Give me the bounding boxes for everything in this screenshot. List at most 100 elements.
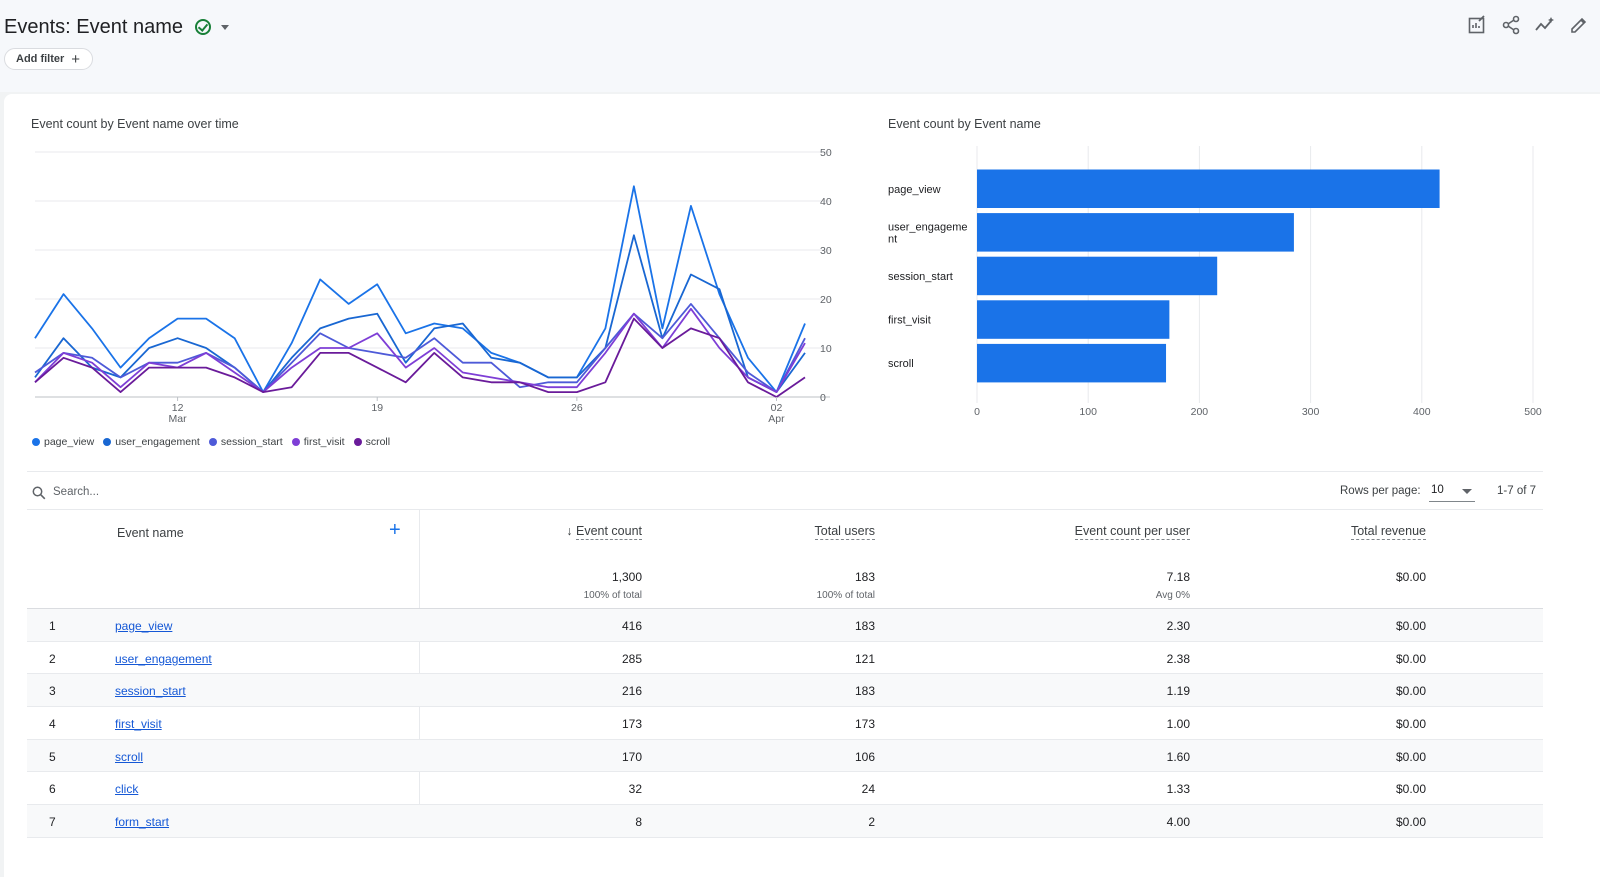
- column-header-total-revenue[interactable]: Total revenue: [1267, 524, 1426, 540]
- total-users-cell: 24: [861, 782, 875, 797]
- check-circle-icon: [194, 19, 211, 35]
- x-tick-label: 200: [1191, 406, 1209, 418]
- customize-report-icon[interactable]: [1466, 14, 1488, 36]
- chevron-down-icon: [220, 24, 229, 30]
- total-per-user: 7.18: [1166, 570, 1190, 584]
- table-row: 3 session_start 216 183 1.19 $0.00: [27, 674, 1543, 708]
- column-header-revenue-label: Total revenue: [1350, 524, 1426, 540]
- y-tick-label: 10: [820, 343, 832, 355]
- legend-dot: [32, 438, 40, 446]
- event-count-cell: 173: [621, 717, 642, 732]
- chevron-down-icon: [1462, 489, 1472, 494]
- legend-label: session_start: [220, 436, 283, 448]
- bar-session-start: [977, 256, 1218, 296]
- column-header-total-users[interactable]: Total users: [747, 524, 875, 540]
- event-name-link[interactable]: click: [115, 782, 139, 797]
- revenue-cell: $0.00: [1395, 782, 1426, 797]
- rows-per-page-value: 10: [1431, 484, 1444, 496]
- category-label: scroll: [888, 358, 914, 370]
- add-column-icon[interactable]: +: [389, 519, 401, 541]
- bar-chart: 0 100 200 300 400 500 page_view user_engagement…: [888, 146, 1542, 418]
- legend-item[interactable]: scroll: [353, 436, 391, 448]
- series-line-first-visit: [34, 307, 806, 394]
- event-name-link[interactable]: user_engagement: [115, 651, 212, 666]
- event-name-link[interactable]: session_start: [115, 684, 186, 699]
- per-user-cell: 2.38: [1166, 651, 1190, 666]
- category-label: first_visit: [888, 315, 931, 327]
- search-icon: [32, 486, 46, 500]
- total-event-count: 1,300: [611, 570, 642, 584]
- event-count-cell: 32: [628, 782, 642, 797]
- table-body: 1 page_view 416 183 2.30 $0.00 2 user_en…: [27, 609, 1543, 838]
- x-tick-label-month: Apr: [768, 413, 785, 425]
- x-tick-label: 300: [1302, 406, 1320, 418]
- x-tick-label-month: Mar: [169, 413, 188, 425]
- event-name-link[interactable]: scroll: [115, 749, 144, 764]
- per-user-cell: 1.33: [1166, 782, 1190, 797]
- y-tick-label: 50: [820, 147, 832, 159]
- title-row: Events: Event name: [4, 14, 241, 40]
- legend-label: page_view: [44, 436, 95, 448]
- table-toolbar: Rows per page: 10 1-7 of 7: [27, 471, 1543, 509]
- per-user-cell: 1.60: [1166, 749, 1190, 764]
- row-rank: 2: [49, 651, 56, 666]
- total-users-cell: 183: [854, 684, 875, 699]
- add-filter-label: Add filter: [16, 53, 65, 65]
- total-users-cell: 2: [868, 815, 875, 830]
- sort-descending-icon: ↓: [566, 524, 573, 538]
- column-header-total-users-label: Total users: [814, 524, 875, 540]
- total-event-count-sub: 100% of total: [583, 590, 642, 601]
- revenue-cell: $0.00: [1395, 684, 1426, 699]
- row-rank: 7: [49, 815, 56, 830]
- column-header-event-name[interactable]: Event name: [117, 526, 184, 540]
- row-rank: 3: [49, 684, 56, 699]
- column-header-event-count[interactable]: ↓ Event count: [527, 524, 642, 540]
- series-line-scroll: [34, 317, 806, 398]
- column-header-event-count-per-user[interactable]: Event count per user: [987, 524, 1190, 540]
- share-icon[interactable]: [1500, 14, 1522, 36]
- table-row: 7 form_start 8 2 4.00 $0.00: [27, 805, 1543, 838]
- bar-user-engagement: [977, 213, 1294, 252]
- total-users-cell: 106: [854, 749, 875, 764]
- x-tick-label: 100: [1079, 406, 1097, 418]
- category-label: user_engageme: [888, 221, 968, 233]
- legend-dot: [353, 438, 362, 446]
- search-input[interactable]: [53, 483, 353, 501]
- event-count-cell: 170: [621, 749, 642, 764]
- table-row: 5 scroll 170 106 1.60 $0.00: [27, 739, 1543, 773]
- category-label: nt: [888, 233, 897, 245]
- line-chart-title: Event count by Event name over time: [31, 117, 239, 131]
- event-count-cell: 416: [621, 619, 642, 633]
- legend-label: scroll: [365, 436, 391, 448]
- legend-item[interactable]: page_view: [32, 436, 94, 448]
- rows-per-page-select[interactable]: 10: [1429, 481, 1475, 502]
- bar-first-visit: [977, 300, 1170, 339]
- x-tick-label: 500: [1524, 406, 1542, 418]
- event-name-link[interactable]: form_start: [115, 815, 170, 830]
- total-users-cell: 173: [854, 717, 875, 732]
- legend-item[interactable]: first_visit: [291, 436, 345, 448]
- x-tick-label: 02: [771, 402, 783, 414]
- table-row: 6 click 32 24 1.33 $0.00: [27, 772, 1543, 806]
- report-header: Events: Event name Add filter +: [0, 0, 1600, 92]
- per-user-cell: 1.00: [1166, 717, 1190, 732]
- event-name-link[interactable]: page_view: [115, 619, 173, 633]
- add-filter-button[interactable]: Add filter +: [4, 48, 94, 70]
- total-users-cell: 183: [854, 619, 875, 633]
- report-status-dropdown[interactable]: [189, 14, 241, 40]
- legend-dot: [291, 438, 300, 446]
- legend-item[interactable]: session_start: [208, 436, 283, 448]
- events-table: Event name + ↓ Event count Total users E…: [27, 509, 1543, 838]
- y-tick-label: 0: [820, 392, 826, 404]
- insights-icon[interactable]: [1534, 14, 1556, 36]
- report-actions: [1466, 14, 1590, 36]
- bar-scroll: [977, 343, 1167, 383]
- edit-icon[interactable]: [1568, 14, 1590, 36]
- event-count-cell: 8: [635, 815, 642, 830]
- legend-item[interactable]: user_engagement: [103, 436, 200, 448]
- event-name-link[interactable]: first_visit: [115, 717, 162, 732]
- x-tick-label: 0: [974, 406, 980, 418]
- row-rank: 5: [49, 749, 56, 764]
- plus-icon: +: [71, 50, 81, 68]
